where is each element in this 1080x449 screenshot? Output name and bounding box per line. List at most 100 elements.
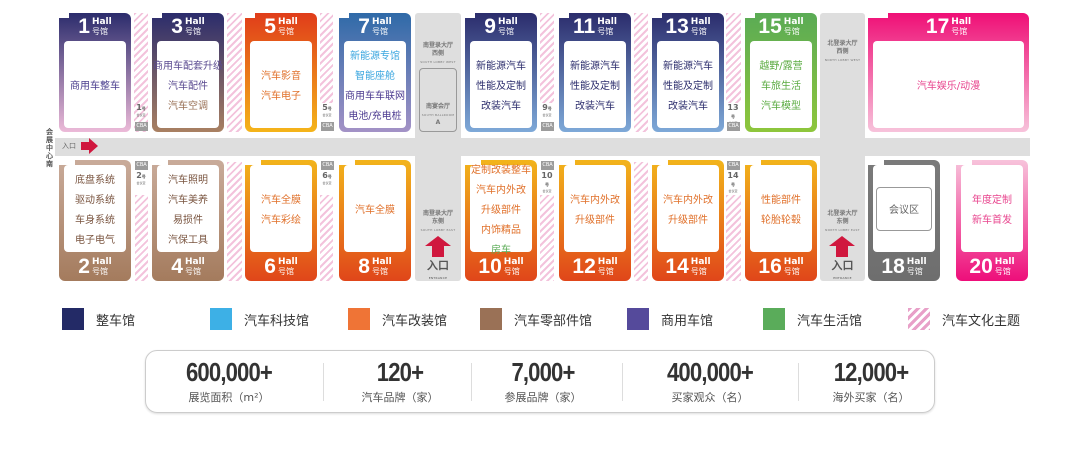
culture-theme-stripe xyxy=(540,195,554,281)
hall-category: 性能部件 xyxy=(761,195,801,206)
hall-header: 5 Hall 号馆 xyxy=(245,13,317,41)
entrance-arrow-head-icon xyxy=(89,138,98,154)
hall-number: 3 xyxy=(171,15,183,38)
hall-number: 20 xyxy=(969,255,993,278)
hall-label: Hall 号馆 xyxy=(371,17,392,37)
hall-category: 轮胎轮毂 xyxy=(761,215,801,226)
hall-door xyxy=(956,160,972,165)
hall-category: 汽车彩绘 xyxy=(261,215,301,226)
hall-category: 汽车电子 xyxy=(261,91,301,102)
hall-3[interactable]: 3 Hall 号馆 商用车配套升级 汽车配件 汽车空调 xyxy=(152,13,224,132)
meeting-room-10[interactable]: 10 号 会议室 CBA xyxy=(540,161,555,194)
stat-label: 海外买家（名） xyxy=(832,391,910,404)
stat-divider xyxy=(323,363,324,401)
stat-label: 展览面积（m²） xyxy=(188,391,270,404)
room-number: 2 xyxy=(136,171,142,180)
hall-category: 汽车照明 xyxy=(168,175,208,186)
meeting-room-1[interactable]: 1号 会议室 CBA xyxy=(134,104,149,134)
entrance-arrow-icon xyxy=(81,142,89,150)
meeting-room-13[interactable]: 13号会议室CBA xyxy=(726,104,741,134)
hall-20[interactable]: 20 Hall 号馆 年度定制 新车首发 xyxy=(956,160,1028,281)
hall-cn: 号馆 xyxy=(951,27,968,36)
culture-theme-stripe xyxy=(320,13,333,103)
south-entrance-arrow-stem xyxy=(432,246,444,257)
hall-4[interactable]: 4 Hall 号馆 汽车照明 汽车美养 易损件 汽保工具 xyxy=(152,160,224,281)
meeting-room-number: 10 号 会议室 xyxy=(540,172,554,194)
hall-cn: 号馆 xyxy=(783,267,800,276)
hall-12[interactable]: 12 Hall 号馆 汽车内外改 升级部件 xyxy=(559,160,631,281)
north-entrance[interactable]: 入口 ENTRANCE xyxy=(831,259,854,281)
hall-7[interactable]: 7 Hall 号馆 新能源专馆 智能座舱 商用车车联网 电池/充电桩 xyxy=(339,13,411,132)
room-suffix: 号 xyxy=(545,182,549,187)
legend-item: 汽车科技馆 xyxy=(210,308,309,330)
hall-word: Hall xyxy=(906,257,927,267)
hall-door xyxy=(745,13,755,18)
legend-label: 汽车文化主题 xyxy=(942,313,1021,329)
hall-label: Hall 号馆 xyxy=(691,18,711,37)
hall-2[interactable]: 2 Hall 号馆 底盘系统 驱动系统 车身系统 电子电气 xyxy=(59,160,131,281)
hall-category: 智能座舱 xyxy=(355,71,395,82)
room-number: 9 xyxy=(542,103,548,112)
legend-swatch-icon xyxy=(908,308,930,330)
hall-number: 18 xyxy=(881,255,905,278)
room-label: 会议室 xyxy=(322,113,332,117)
legend-item: 汽车生活馆 xyxy=(763,308,862,330)
hall-8[interactable]: 8 Hall 号馆 汽车全膜 xyxy=(339,160,411,281)
cba-badge: CBA xyxy=(321,122,334,131)
meeting-room-6[interactable]: 6号 会议室 CBA xyxy=(320,161,335,191)
hall-9[interactable]: 9 Hall 号馆 新能源汽车 性能及定制 改装汽车 xyxy=(465,13,537,132)
hall-cn: 号馆 xyxy=(497,27,514,36)
stat-item: 400,000+ 买家观众（名） xyxy=(630,357,790,405)
meeting-area[interactable]: 会议区 xyxy=(876,186,932,231)
hall-word: Hall xyxy=(91,257,112,267)
room-label: 会议室 xyxy=(322,181,332,185)
hall-6[interactable]: 6 Hall 号馆 汽车全膜 汽车彩绘 xyxy=(245,160,317,281)
hall-5[interactable]: 5 Hall 号馆 汽车影音 汽车电子 xyxy=(245,13,317,132)
stat-value: 7,000+ xyxy=(511,357,575,387)
stat-label: 买家观众（名） xyxy=(671,391,749,404)
hall-category: 汽车模型 xyxy=(761,101,801,112)
hall-18[interactable]: 18 Hall 号馆 会议区 xyxy=(868,160,940,281)
hall-door xyxy=(559,160,575,165)
hall-category: 汽车全膜 xyxy=(355,205,395,216)
hall-14[interactable]: 14 Hall 号馆 汽车内外改 升级部件 xyxy=(652,160,724,281)
hall-content: 新能源汽车 性能及定制 改装汽车 xyxy=(657,41,719,128)
legend-item: 汽车改装馆 xyxy=(348,308,447,330)
hall-content: 越野/露营 车旅生活 汽车模型 xyxy=(750,41,812,128)
legend-item: 整车馆 xyxy=(62,308,135,330)
west-entrance[interactable]: 入口 xyxy=(62,141,76,151)
legend-item: 汽车零部件馆 xyxy=(480,308,592,330)
hall-word: Hall xyxy=(277,257,298,267)
hall-13[interactable]: 13 Hall 号馆 新能源汽车 性能及定制 改装汽车 xyxy=(652,13,724,132)
hall-header: 10 Hall 号馆 xyxy=(465,253,537,281)
hall-category: 商用车配套升级 xyxy=(153,61,223,72)
north-lobby-west-label: 北登录大厅 西侧 NORTH LOBBY WEST xyxy=(824,40,861,62)
legend-label: 汽车科技馆 xyxy=(244,313,310,329)
hall-10[interactable]: 10 Hall 号馆 定制改装整车 汽车内外改 升级部件 内饰精品 房车 xyxy=(465,160,537,281)
hall-15[interactable]: 15 Hall 号馆 越野/露营 车旅生活 汽车模型 xyxy=(745,13,817,132)
hall-content: 汽车娱乐/动漫 xyxy=(873,41,1024,128)
hall-cn: 号馆 xyxy=(994,267,1011,276)
south-ballroom[interactable]: 南宴会厅 SOUTH BALLROOM A xyxy=(419,68,457,132)
hall-17[interactable]: 17 Hall 号馆 汽车娱乐/动漫 xyxy=(868,13,1029,132)
hall-number: 9 xyxy=(484,15,496,38)
meeting-room-2[interactable]: 2号 会议室 CBA xyxy=(134,161,149,191)
room-label: 会议室 xyxy=(728,189,738,193)
hall-cn: 号馆 xyxy=(503,267,520,276)
hall-16[interactable]: 16 Hall 号馆 性能部件 轮胎轮毂 xyxy=(745,160,817,281)
hall-category: 汽车配件 xyxy=(168,81,208,92)
meeting-room-5[interactable]: 5号 会议室 CBA xyxy=(320,104,335,134)
hall-header: 14 Hall 号馆 xyxy=(652,253,724,281)
cba-badge: CBA xyxy=(541,161,554,170)
meeting-room-14[interactable]: 14 号 会议室 CBA xyxy=(726,161,741,193)
hall-word: Hall xyxy=(184,17,205,27)
meeting-room-9[interactable]: 9号 会议室 CBA xyxy=(540,104,555,134)
hall-1[interactable]: 1 Hall 号馆 商用车整车 xyxy=(59,13,131,132)
hall-word: Hall xyxy=(371,17,392,27)
hall-label: Hall 号馆 xyxy=(951,18,971,37)
hall-11[interactable]: 11 Hall 号馆 新能源汽车 性能及定制 改装汽车 xyxy=(559,13,631,132)
hall-word: Hall xyxy=(783,257,804,267)
hall-number: 4 xyxy=(171,255,183,278)
south-entrance[interactable]: 入口 ENTRANCE xyxy=(427,259,449,281)
hall-label: Hall 号馆 xyxy=(784,18,804,37)
